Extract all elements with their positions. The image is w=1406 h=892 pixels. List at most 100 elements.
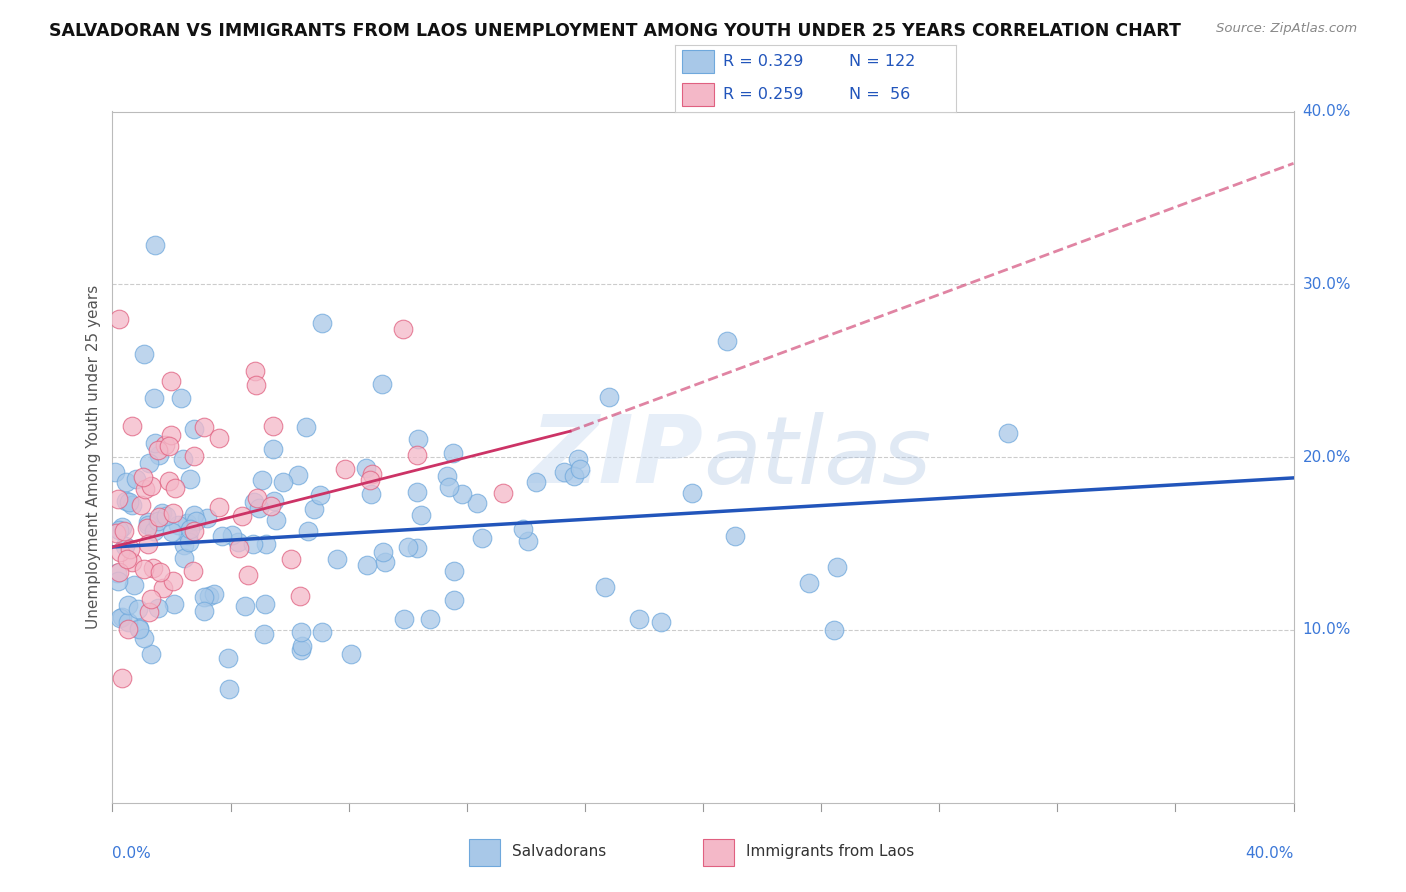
Point: [297, 524, 319, 538]
Point: [723, 529, 745, 543]
Point: [443, 593, 465, 607]
Point: [142, 391, 165, 405]
Point: [198, 589, 221, 603]
Point: [208, 500, 231, 514]
Point: [136, 517, 159, 532]
Point: [628, 612, 651, 626]
Point: [139, 647, 162, 661]
Point: [127, 602, 149, 616]
Point: [195, 511, 218, 525]
Point: [406, 432, 429, 446]
Point: [129, 498, 152, 512]
Point: [117, 615, 139, 629]
Text: Salvadorans: Salvadorans: [512, 845, 606, 859]
Point: [253, 627, 276, 641]
Point: [406, 485, 429, 500]
Point: [121, 555, 143, 569]
Text: atlas: atlas: [703, 411, 931, 503]
Point: [290, 625, 312, 640]
Point: [391, 322, 413, 336]
Point: [262, 442, 284, 457]
Point: [179, 522, 201, 536]
Point: [108, 565, 131, 579]
Point: [512, 522, 534, 536]
Point: [143, 238, 166, 252]
Y-axis label: Unemployment Among Youth under 25 years: Unemployment Among Youth under 25 years: [86, 285, 101, 629]
Point: [135, 520, 157, 534]
Point: [138, 456, 160, 470]
Point: [179, 534, 201, 549]
Point: [148, 449, 170, 463]
Point: [823, 623, 845, 637]
Point: [148, 510, 170, 524]
Point: [280, 551, 302, 566]
FancyBboxPatch shape: [468, 839, 501, 866]
Point: [202, 587, 225, 601]
Point: [211, 529, 233, 543]
Point: [231, 508, 253, 523]
Point: [567, 452, 589, 467]
Point: [526, 475, 548, 490]
Point: [311, 624, 333, 639]
Point: [491, 486, 513, 500]
Point: [291, 639, 314, 653]
Point: [236, 568, 259, 582]
Point: [441, 446, 464, 460]
Point: [146, 442, 169, 457]
Point: [228, 541, 250, 556]
Text: R = 0.259: R = 0.259: [723, 87, 803, 102]
Point: [149, 565, 172, 579]
Point: [245, 377, 267, 392]
Point: [360, 487, 382, 501]
Point: [183, 449, 205, 463]
Point: [138, 605, 160, 619]
Point: [681, 486, 703, 500]
Point: [262, 418, 284, 433]
Point: [173, 538, 195, 552]
Point: [271, 475, 294, 489]
Point: [146, 514, 169, 528]
Point: [246, 491, 269, 506]
Point: [409, 508, 432, 522]
Point: [179, 472, 201, 486]
Point: [242, 537, 264, 551]
Point: [117, 622, 139, 636]
Point: [562, 468, 585, 483]
Point: [136, 536, 159, 550]
Point: [396, 540, 419, 554]
Point: [217, 651, 239, 665]
Point: [107, 491, 129, 506]
Point: [141, 592, 163, 607]
Point: [128, 621, 150, 635]
Text: N =  56: N = 56: [849, 87, 911, 102]
Point: [104, 465, 127, 479]
Point: [593, 580, 616, 594]
Point: [112, 524, 135, 539]
Text: Immigrants from Laos: Immigrants from Laos: [747, 845, 914, 859]
Point: [108, 611, 131, 625]
Point: [339, 647, 361, 661]
Point: [183, 508, 205, 523]
Point: [797, 576, 820, 591]
Point: [143, 436, 166, 450]
Point: [115, 493, 138, 508]
Point: [121, 498, 143, 512]
Point: [150, 506, 173, 520]
Point: [114, 539, 136, 553]
Point: [132, 562, 155, 576]
Text: 40.0%: 40.0%: [1246, 846, 1294, 861]
Point: [356, 558, 378, 572]
Point: [183, 422, 205, 436]
Point: [155, 438, 177, 452]
Point: [115, 551, 138, 566]
Point: [108, 523, 131, 537]
Point: [553, 465, 575, 479]
FancyBboxPatch shape: [682, 50, 714, 73]
Text: N = 122: N = 122: [849, 54, 915, 69]
Point: [111, 610, 134, 624]
Point: [157, 440, 180, 454]
Point: [465, 496, 488, 510]
Point: [208, 431, 231, 445]
Point: [163, 597, 186, 611]
Point: [471, 531, 494, 545]
